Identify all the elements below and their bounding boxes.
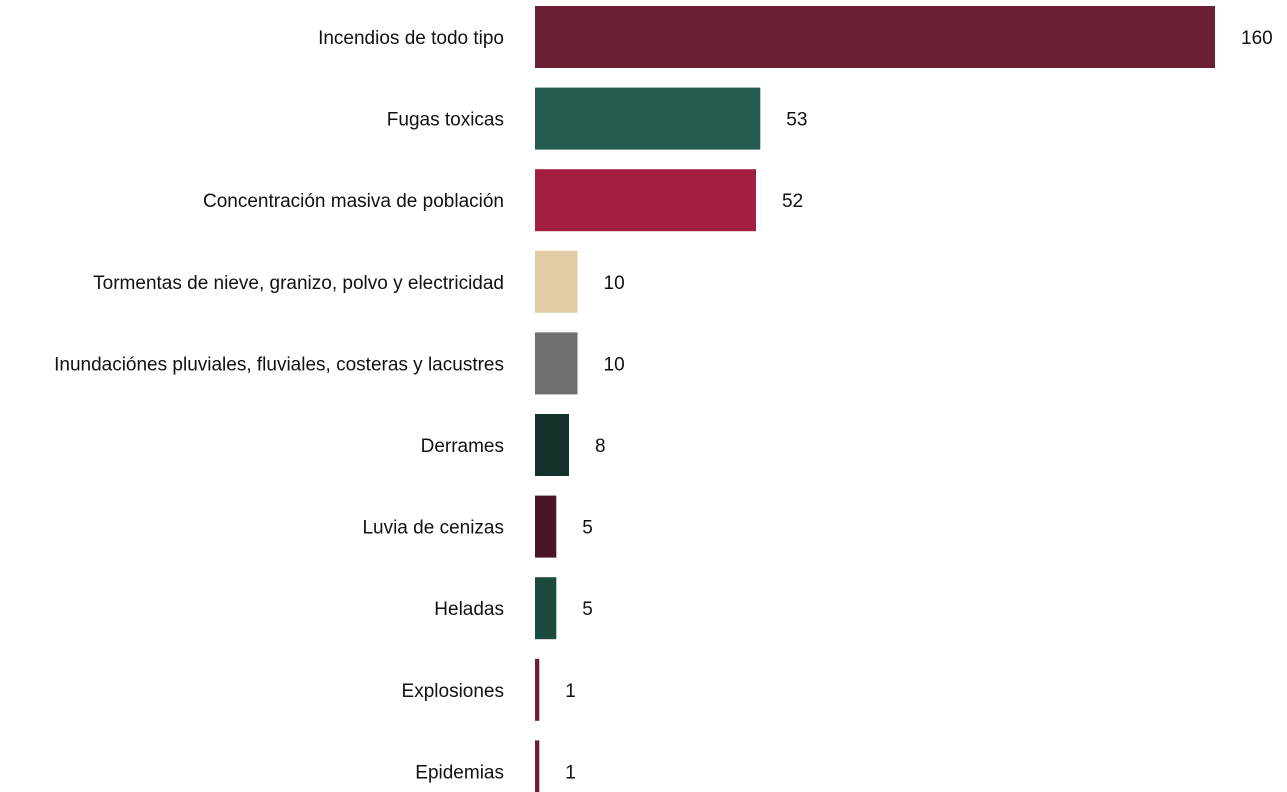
value-label-8: 1	[565, 681, 576, 702]
value-label-7: 5	[582, 599, 593, 620]
value-label-4: 10	[604, 354, 625, 375]
bar-4	[535, 332, 578, 395]
bar-6	[535, 495, 557, 558]
bar-1	[535, 87, 761, 150]
value-label-3: 10	[604, 273, 625, 294]
bar-0	[535, 6, 1215, 68]
bar-2	[535, 169, 756, 232]
category-label-2: Concentración masiva de población	[203, 191, 504, 212]
value-labels: 160 53 52 10 10 8 5 5 1 1	[565, 28, 1272, 783]
category-labels: Incendios de todo tipo Fugas toxicas Conce…	[54, 28, 504, 783]
category-label-5: Derrames	[421, 436, 504, 457]
value-label-0: 160	[1241, 28, 1273, 49]
category-label-4: Inundaciónes pluviales, fluviales, coste…	[54, 354, 504, 375]
value-label-9: 1	[565, 762, 576, 783]
bar-9	[535, 740, 540, 792]
bar-3	[535, 250, 578, 313]
category-label-1: Fugas toxicas	[387, 110, 504, 131]
bars-layer	[535, 6, 1215, 792]
category-label-9: Epidemias	[415, 762, 504, 783]
value-label-1: 53	[786, 110, 807, 131]
value-label-2: 52	[782, 191, 803, 212]
category-label-6: Luvia de cenizas	[362, 518, 504, 539]
bar-8	[535, 658, 540, 721]
value-label-6: 5	[582, 518, 593, 539]
category-label-7: Heladas	[434, 599, 504, 620]
value-label-5: 8	[595, 436, 606, 457]
bar-5	[535, 414, 569, 476]
category-label-8: Explosiones	[402, 681, 504, 702]
bar-7	[535, 577, 557, 640]
category-label-3: Tormentas de nieve, granizo, polvo y ele…	[93, 273, 504, 294]
category-label-0: Incendios de todo tipo	[318, 28, 504, 49]
